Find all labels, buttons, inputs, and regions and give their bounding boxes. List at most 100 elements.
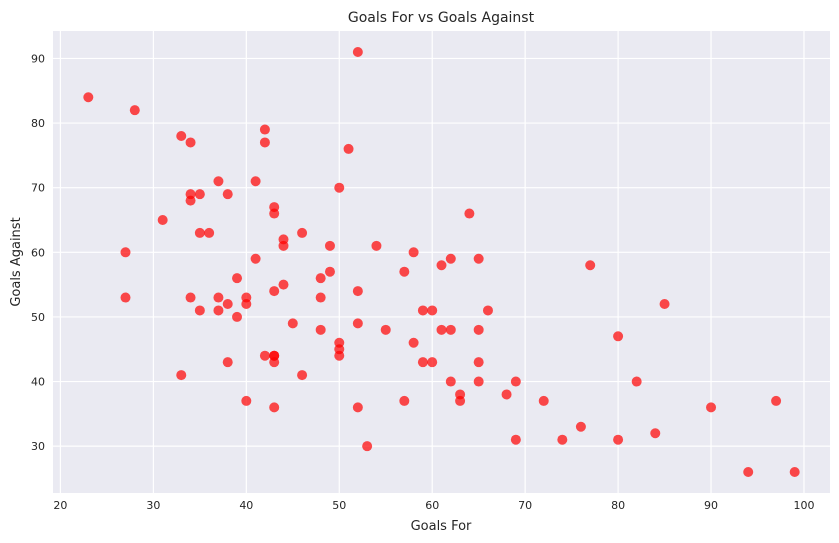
data-point xyxy=(222,299,233,309)
data-point xyxy=(445,324,456,335)
data-point xyxy=(334,350,345,361)
data-point xyxy=(213,305,224,316)
data-point xyxy=(185,195,196,206)
data-point xyxy=(464,208,475,219)
data-point xyxy=(399,266,410,277)
data-point xyxy=(315,292,326,303)
data-point xyxy=(241,299,252,309)
data-point xyxy=(297,227,308,238)
x-tick-label: 30 xyxy=(146,499,160,512)
data-point xyxy=(371,240,382,251)
data-point xyxy=(185,292,196,303)
x-tick-label: 90 xyxy=(704,499,718,512)
data-point xyxy=(408,247,419,258)
data-point xyxy=(436,260,447,271)
y-tick-label: 60 xyxy=(31,246,45,259)
data-point xyxy=(771,395,782,406)
x-tick-label: 50 xyxy=(332,499,346,512)
data-point xyxy=(278,240,289,251)
data-point xyxy=(631,376,642,387)
data-point xyxy=(352,47,363,57)
data-point xyxy=(194,227,205,238)
data-point xyxy=(232,311,243,322)
data-point xyxy=(473,324,484,335)
data-point xyxy=(250,176,261,187)
y-tick-label: 80 xyxy=(31,117,45,130)
y-tick-label: 90 xyxy=(31,52,45,65)
tick-labels: 20 30 40 50 60 70 80 90 100 30 40 50 60 70 80 90 xyxy=(31,52,814,512)
data-point xyxy=(157,215,168,225)
data-point xyxy=(269,208,280,219)
data-point xyxy=(278,279,289,290)
data-point xyxy=(362,441,373,452)
data-point xyxy=(659,299,670,309)
data-point xyxy=(269,402,280,413)
y-tick-label: 70 xyxy=(31,182,45,195)
data-point xyxy=(538,395,549,406)
y-tick-label: 50 xyxy=(31,311,45,324)
x-tick-label: 80 xyxy=(611,499,625,512)
y-tick-label: 40 xyxy=(31,376,45,389)
data-point xyxy=(352,286,363,297)
data-point xyxy=(120,292,131,303)
data-point xyxy=(269,286,280,297)
data-point xyxy=(297,370,308,381)
data-point xyxy=(510,434,521,445)
data-point xyxy=(743,467,754,477)
data-point xyxy=(241,395,252,406)
data-point xyxy=(417,305,428,316)
x-tick-label: 40 xyxy=(239,499,253,512)
data-point xyxy=(510,376,521,387)
data-point xyxy=(650,428,661,439)
data-point xyxy=(613,434,624,445)
x-axis-label: Goals For xyxy=(411,519,472,534)
data-point xyxy=(427,305,438,316)
data-point xyxy=(176,370,187,381)
chart-title: Goals For vs Goals Against xyxy=(348,10,535,26)
data-point xyxy=(399,395,410,406)
data-point xyxy=(204,227,215,238)
data-point xyxy=(789,467,800,477)
data-point xyxy=(222,357,233,368)
data-point xyxy=(613,331,624,342)
data-point xyxy=(352,402,363,413)
data-point xyxy=(222,189,233,200)
data-point xyxy=(445,376,456,387)
x-tick-label: 20 xyxy=(53,499,67,512)
grid-lines xyxy=(53,31,830,493)
data-point xyxy=(557,434,568,445)
data-point xyxy=(250,253,261,264)
data-point xyxy=(185,137,196,148)
data-point xyxy=(194,189,205,200)
y-axis-label: Goals Against xyxy=(9,217,24,306)
y-tick-label: 30 xyxy=(31,440,45,453)
data-point xyxy=(482,305,493,316)
data-point xyxy=(120,247,131,258)
data-point xyxy=(334,182,345,193)
data-point xyxy=(287,318,298,329)
x-tick-label: 60 xyxy=(425,499,439,512)
data-point xyxy=(380,324,391,335)
data-point xyxy=(501,389,512,400)
data-point xyxy=(232,273,243,284)
data-point xyxy=(706,402,717,413)
data-point xyxy=(473,376,484,387)
x-tick-label: 100 xyxy=(793,499,814,512)
data-point xyxy=(455,395,466,406)
data-point xyxy=(427,357,438,368)
data-point xyxy=(315,273,326,284)
data-point xyxy=(324,240,335,251)
data-point xyxy=(324,266,335,277)
data-point xyxy=(343,143,354,154)
data-point xyxy=(473,253,484,264)
data-point xyxy=(83,92,94,103)
data-point xyxy=(259,137,270,148)
data-point xyxy=(473,357,484,368)
data-point xyxy=(213,292,224,303)
data-point xyxy=(585,260,596,271)
data-point xyxy=(445,253,456,264)
data-point xyxy=(259,350,270,361)
x-tick-label: 70 xyxy=(518,499,532,512)
data-point xyxy=(194,305,205,316)
